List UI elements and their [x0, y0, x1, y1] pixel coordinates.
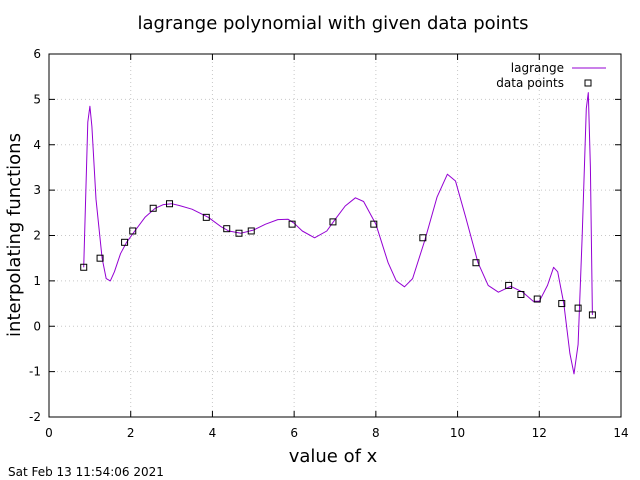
data-point [558, 300, 566, 308]
y-tick-label: 5 [33, 92, 41, 106]
y-tick-label: 3 [33, 183, 41, 197]
data-point [166, 200, 174, 208]
data-point [419, 234, 427, 242]
data-point [505, 281, 513, 289]
y-tick-label: -1 [29, 365, 41, 379]
y-tick-label: 1 [33, 274, 41, 288]
legend-label: lagrange [511, 61, 564, 75]
x-tick-label: 0 [45, 426, 53, 440]
data-point [472, 259, 480, 267]
x-tick-label: 10 [450, 426, 465, 440]
data-point [149, 204, 157, 212]
y-tick-label: 2 [33, 229, 41, 243]
data-point [202, 213, 210, 221]
data-point [288, 220, 296, 228]
x-tick-label: 4 [209, 426, 217, 440]
data-point [517, 290, 525, 298]
data-point [96, 254, 104, 262]
lagrange-curve [83, 92, 593, 375]
legend-label: data points [496, 76, 564, 90]
x-tick-label: 2 [127, 426, 135, 440]
x-axis-label: value of x [289, 446, 378, 467]
data-point [121, 238, 129, 246]
x-tick-label: 8 [372, 426, 380, 440]
y-tick-label: 6 [33, 47, 41, 61]
data-point [223, 225, 231, 233]
y-axis-label: interpolating functions [4, 133, 25, 337]
x-tick-label: 14 [613, 426, 628, 440]
x-tick-label: 12 [532, 426, 547, 440]
data-point [533, 295, 541, 303]
data-point [329, 218, 337, 226]
data-point [80, 263, 88, 271]
legend-point-swatch [584, 79, 592, 87]
data-point [129, 227, 137, 235]
y-tick-label: 0 [33, 319, 41, 333]
x-tick-label: 6 [290, 426, 298, 440]
timestamp: Sat Feb 13 11:54:06 2021 [8, 465, 164, 479]
y-tick-label: 4 [33, 138, 41, 152]
data-point [235, 229, 243, 237]
data-point [574, 304, 582, 312]
grid [49, 54, 621, 417]
data-point [588, 311, 596, 319]
data-point [370, 220, 378, 228]
y-tick-label: -2 [29, 410, 41, 424]
chart-title: lagrange polynomial with given data poin… [137, 13, 528, 34]
series-layer [80, 92, 596, 375]
data-point [247, 227, 255, 235]
